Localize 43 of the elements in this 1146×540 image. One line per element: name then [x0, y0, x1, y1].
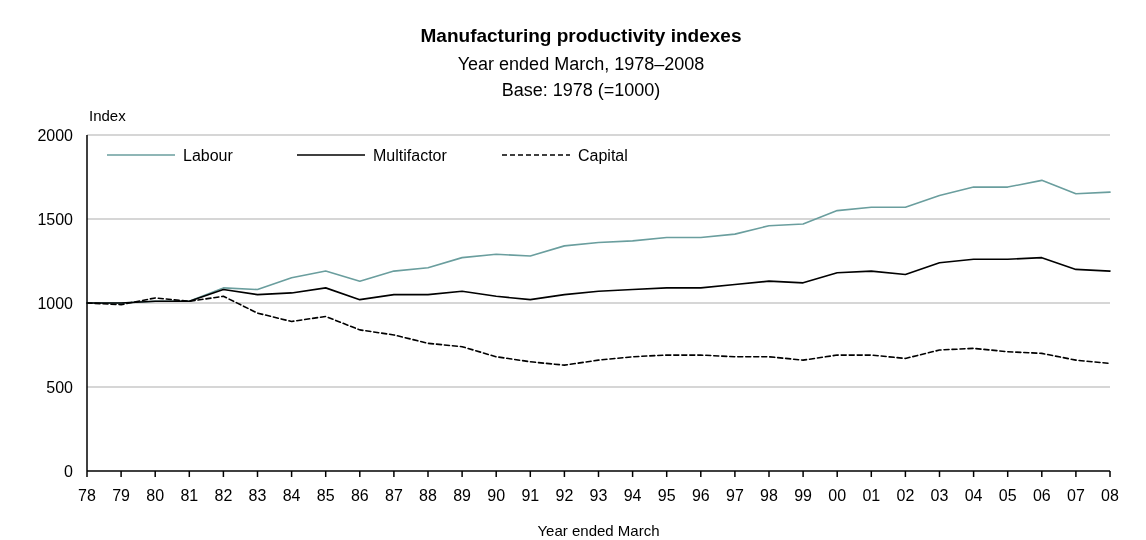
- x-tick-label: 05: [998, 487, 1017, 504]
- x-tick-label: 95: [657, 487, 676, 504]
- chart-title: Manufacturing productivity indexes: [420, 25, 742, 46]
- x-axis-title: Year ended March: [537, 522, 660, 539]
- legend-label: Multifactor: [373, 146, 448, 164]
- x-tick-label: 81: [180, 487, 199, 504]
- x-tick-label: 87: [385, 487, 403, 504]
- x-tick-label: 06: [1032, 487, 1051, 504]
- x-tick-label: 93: [589, 487, 608, 504]
- y-tick-label: 1000: [37, 294, 74, 312]
- y-tick-label: 2000: [37, 126, 74, 144]
- x-tick-label: 98: [760, 487, 778, 504]
- x-tick-label: 79: [112, 487, 131, 504]
- x-tick-label: 02: [896, 487, 915, 504]
- x-tick-label: 83: [248, 487, 267, 504]
- legend-label: Capital: [578, 146, 628, 164]
- x-tick-label: 03: [930, 487, 949, 504]
- x-tick-label: 94: [623, 487, 642, 504]
- y-tick-label: 1500: [37, 210, 74, 228]
- x-tick-label: 04: [964, 487, 983, 504]
- x-tick-label: 78: [78, 487, 96, 504]
- x-tick-label: 96: [691, 487, 710, 504]
- y-axis-title: Index: [89, 107, 127, 124]
- x-tick-label: 89: [453, 487, 472, 504]
- x-tick-label: 80: [146, 487, 165, 504]
- x-tick-label: 91: [521, 487, 540, 504]
- x-tick-label: 08: [1101, 487, 1119, 504]
- x-tick-label: 99: [794, 487, 813, 504]
- x-tick-label: 82: [214, 487, 233, 504]
- x-tick-label: 88: [419, 487, 437, 504]
- x-tick-label: 92: [555, 487, 574, 504]
- x-tick-label: 90: [487, 487, 506, 504]
- x-tick-label: 84: [282, 487, 301, 504]
- y-tick-label: 0: [64, 462, 74, 480]
- x-tick-label: 01: [862, 487, 881, 504]
- x-tick-label: 85: [316, 487, 335, 504]
- x-tick-label: 07: [1067, 487, 1085, 504]
- y-tick-label: 500: [46, 378, 74, 396]
- x-tick-label: 97: [726, 487, 744, 504]
- x-tick-label: 00: [828, 487, 847, 504]
- legend-label: Labour: [183, 146, 234, 164]
- chart-subtitle: Year ended March, 1978–2008 Base: 1978 (=1000): [457, 54, 705, 100]
- x-tick-label: 86: [350, 487, 369, 504]
